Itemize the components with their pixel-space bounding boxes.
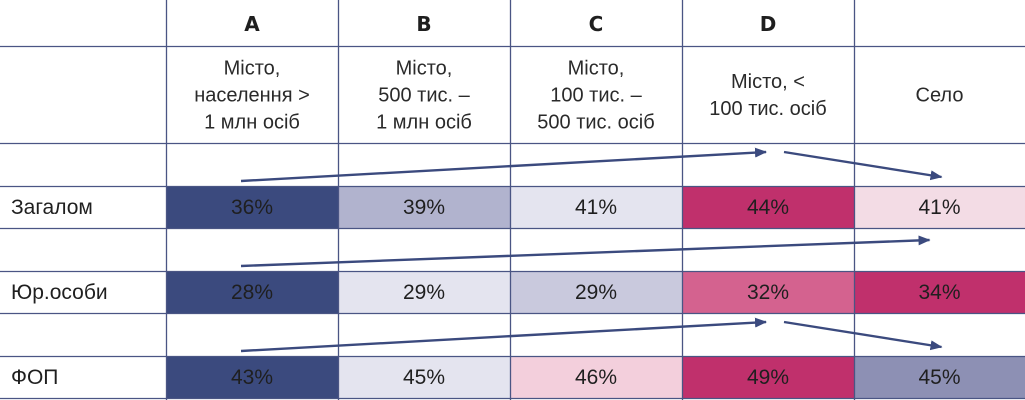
- column-label-line: Місто,: [568, 58, 625, 80]
- row-label: Загалом: [11, 196, 93, 219]
- column-label: Місто, 500 тис. – 1 млн осіб: [376, 58, 472, 134]
- row-label: ФОП: [11, 366, 58, 389]
- cell-value: 28%: [231, 281, 273, 304]
- trend-arrow: [240, 147, 767, 183]
- cell-value: 43%: [231, 366, 273, 389]
- column-label: Місто, 100 тис. – 500 тис. осіб: [537, 58, 654, 134]
- column-label-line: 500 тис. –: [378, 85, 470, 107]
- heatmap-cell: [854, 271, 1025, 313]
- column-label-line: Місто,: [396, 58, 453, 80]
- trend-arrow: [240, 317, 767, 353]
- column-label-line: 1 млн осіб: [376, 112, 472, 134]
- cell-value: 41%: [918, 196, 960, 219]
- cell-value: 45%: [918, 366, 960, 389]
- heatmap-cell: [682, 356, 854, 398]
- column-label-line: 100 тис. –: [550, 85, 642, 107]
- heatmap-cell: [854, 356, 1025, 398]
- column-label-line: Село: [916, 85, 964, 107]
- cell-value: 49%: [747, 366, 789, 389]
- column-label-line: 100 тис. осіб: [709, 98, 826, 120]
- cell-value: 36%: [231, 196, 273, 219]
- column-letter: B: [416, 12, 431, 36]
- heatmap-cell: [166, 356, 338, 398]
- column-label-line: 1 млн осіб: [204, 112, 300, 134]
- column-label-line: 500 тис. осіб: [537, 112, 654, 134]
- cell-value: 44%: [747, 196, 789, 219]
- column-label: Село: [916, 85, 964, 107]
- heatmap-cell: [166, 271, 338, 313]
- heatmap-cell: [338, 186, 510, 228]
- column-label-line: населення >: [194, 85, 310, 107]
- heatmap-cell: [510, 271, 682, 313]
- row-label: Юр.особи: [11, 281, 108, 304]
- heatmap-cell: [166, 186, 338, 228]
- cell-value: 34%: [918, 281, 960, 304]
- heatmap-cell: [510, 356, 682, 398]
- trend-arrow: [783, 320, 943, 351]
- cell-value: 46%: [575, 366, 617, 389]
- heatmap-cell: [682, 186, 854, 228]
- cell-value: 45%: [403, 366, 445, 389]
- heatmap-cell: [338, 271, 510, 313]
- column-label-line: Місто, <: [731, 71, 805, 93]
- heatmap-cell: [338, 356, 510, 398]
- heatmap-cell: [510, 186, 682, 228]
- column-label: Місто, < 100 тис. осіб: [709, 71, 826, 120]
- cell-value: 39%: [403, 196, 445, 219]
- trend-arrow: [240, 235, 931, 268]
- column-label-line: Місто,: [224, 58, 281, 80]
- cell-value: 29%: [403, 281, 445, 304]
- column-letter: C: [589, 12, 604, 36]
- cell-value: 32%: [747, 281, 789, 304]
- column-letter: D: [760, 12, 777, 36]
- heatmap-cell: [854, 186, 1025, 228]
- cell-value: 29%: [575, 281, 617, 304]
- heatmap-cell: [682, 271, 854, 313]
- column-label: Місто, населення > 1 млн осіб: [194, 58, 310, 134]
- cell-value: 41%: [575, 196, 617, 219]
- column-letter: A: [244, 12, 260, 36]
- trend-arrow: [783, 150, 943, 181]
